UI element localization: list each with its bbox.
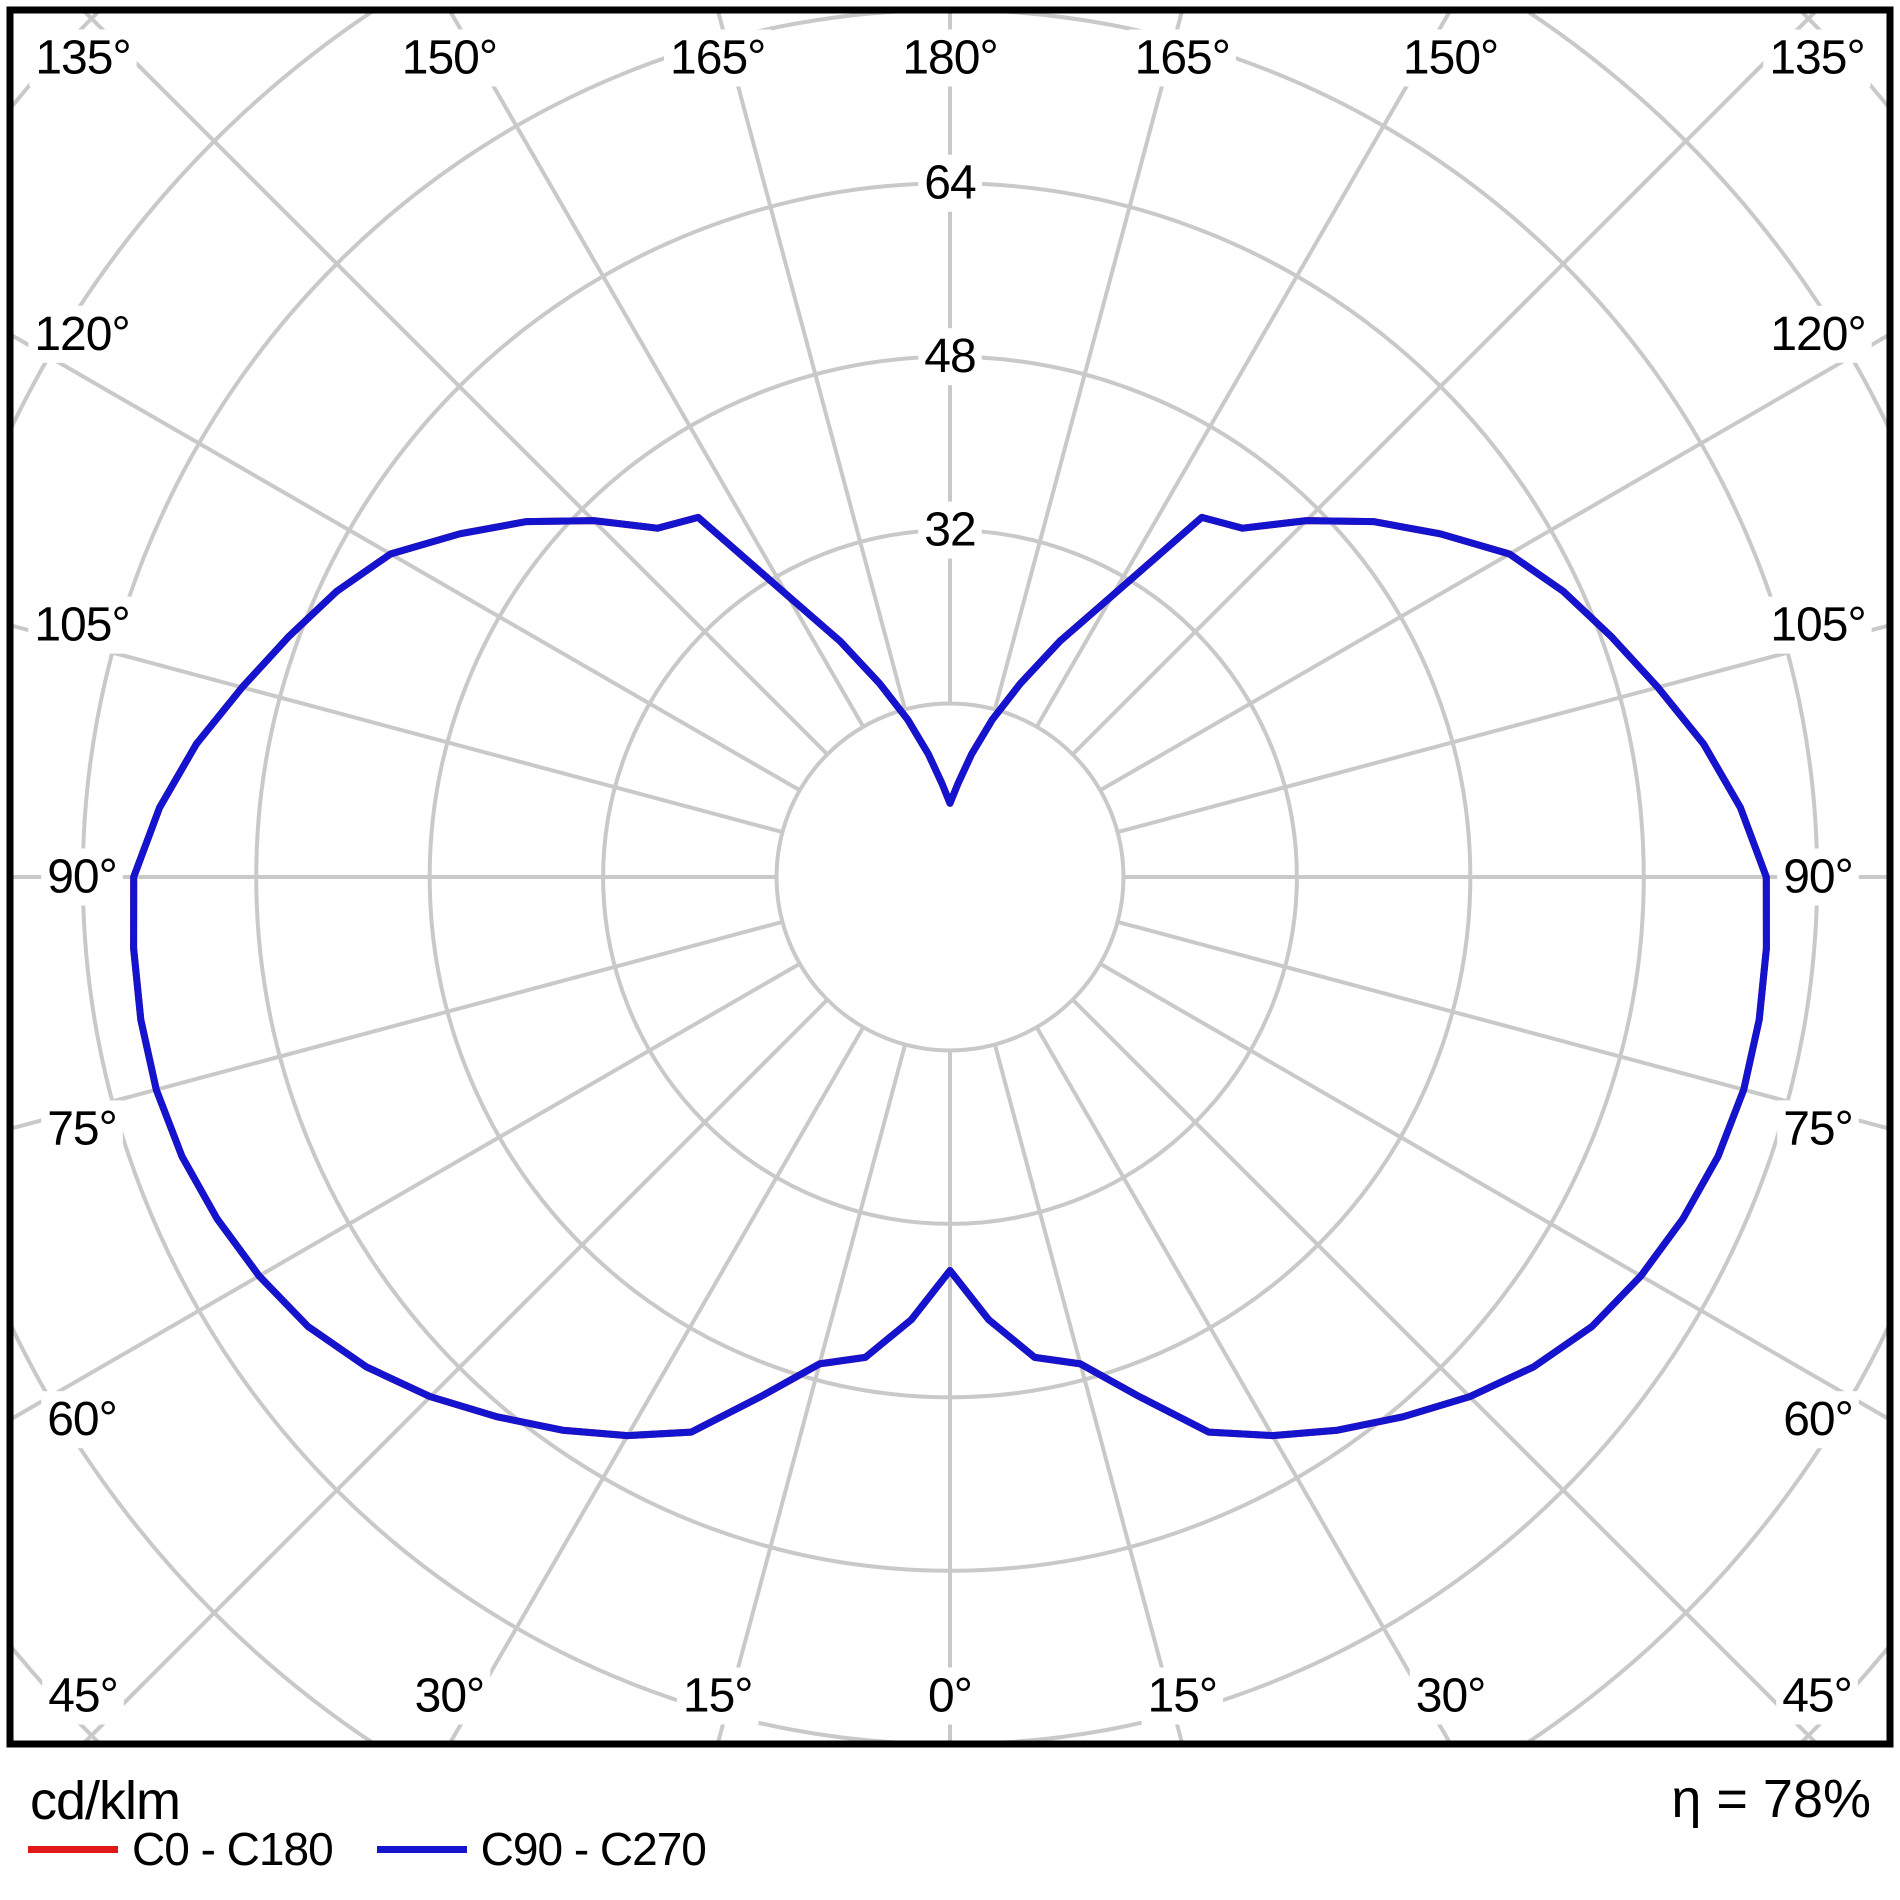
grid-radial-195 (715, 10, 908, 710)
angle-label-right-105-bg (1764, 596, 1872, 654)
radial-label-48-bg (918, 328, 982, 386)
angle-label-left-60: 60° (47, 1393, 117, 1446)
axis-labels: 32 48 64 0° 15° 15° 30° 30° 45° 45° 60° 60° 75° 75° 90… (28, 29, 1872, 1725)
angle-label-left-165-bg (664, 29, 772, 87)
angle-label-right-60: 60° (1783, 1393, 1853, 1446)
grid-radial-150 (1034, 10, 1453, 728)
angle-label-left-75: 75° (47, 1102, 117, 1155)
grid-radial-225 (81, 10, 829, 756)
angle-label-right-0-bg (922, 1667, 978, 1725)
grid-circle-16 (774, 701, 1126, 1053)
grid-radial-300 (10, 961, 801, 1422)
angle-label-left-45: 45° (48, 1670, 118, 1723)
grid-radial-75 (1117, 919, 1890, 1131)
grid-radial-315 (81, 998, 829, 1744)
angle-label-left-90: 90° (47, 851, 117, 904)
angle-label-left-105: 105° (34, 599, 129, 652)
angle-label-right-30: 30° (1416, 1670, 1486, 1723)
angle-label-right-165: 165° (1135, 32, 1230, 85)
angle-label-left-60-bg (41, 1391, 123, 1449)
grid-radial-255 (10, 623, 783, 835)
grid-radial-45 (1071, 998, 1819, 1744)
grid-radial-210 (447, 10, 866, 728)
grid-radial-345 (715, 1044, 908, 1744)
angle-label-right-150-bg (1396, 29, 1505, 87)
angle-label-right-30-bg (1409, 1667, 1492, 1725)
radial-label-32-bg (918, 501, 982, 559)
angle-label-left-120: 120° (34, 308, 129, 361)
grid-radial-330 (447, 1026, 866, 1744)
angle-label-right-15-bg (1141, 1667, 1224, 1725)
radial-label-64-bg (918, 154, 982, 212)
radial-label-32: 32 (924, 504, 975, 557)
angle-label-right-120: 120° (1770, 308, 1865, 361)
angle-label-right-150: 150° (1403, 32, 1498, 85)
chart-frame (6, 6, 1894, 1748)
angle-label-right-45: 45° (1782, 1670, 1852, 1723)
angle-label-left-165: 165° (670, 32, 765, 85)
angle-label-left-30: 30° (415, 1670, 485, 1723)
angle-label-left-150-bg (395, 29, 504, 87)
angle-label-right-75-bg (1777, 1100, 1859, 1158)
angle-label-right-45-bg (1776, 1667, 1858, 1725)
grid-radial-15 (992, 1044, 1185, 1744)
angle-label-right-15: 15° (1148, 1670, 1218, 1723)
angle-label-left-45-bg (42, 1667, 124, 1725)
grid-radial-120 (1099, 332, 1890, 793)
angle-label-right-0: 0° (928, 1670, 972, 1723)
grid-radial-165 (992, 10, 1185, 710)
angle-label-left-30-bg (408, 1667, 491, 1725)
angle-label-right-120-bg (1764, 305, 1872, 363)
angle-label-left-135-bg (29, 29, 137, 87)
grid-radial-240 (10, 332, 801, 793)
legend-label-c90-c270: C90 - C270 (480, 1823, 707, 1875)
angle-label-right-180-bg (896, 29, 1004, 87)
angle-label-left-150: 150° (402, 32, 497, 85)
angle-label-left-15: 15° (683, 1670, 753, 1723)
grid-radial-60 (1099, 961, 1890, 1422)
grid-radial-30 (1034, 1026, 1453, 1744)
legend-label-c0-c180: C0 - C180 (132, 1823, 334, 1875)
angle-label-right-135-bg (1763, 29, 1871, 87)
angle-label-right-165-bg (1128, 29, 1236, 87)
angle-label-right-135: 135° (1769, 32, 1864, 85)
grid-radial-285 (10, 919, 783, 1131)
distribution-curves (130, 513, 1770, 1440)
angle-label-left-75-bg (41, 1100, 123, 1158)
angle-label-left-120-bg (28, 305, 136, 363)
angle-label-right-90: 90° (1783, 851, 1853, 904)
angle-label-right-90-bg (1777, 848, 1859, 906)
efficiency-label: η = 78% (1671, 1769, 1871, 1829)
angle-label-left-90-bg (41, 848, 123, 906)
curve-c90-c270 (130, 513, 1770, 1440)
unit-label: cd/klm (30, 1771, 181, 1831)
radial-label-48: 48 (924, 330, 975, 383)
legend-swatch-c0-c180 (28, 1845, 118, 1853)
angle-label-right-60-bg (1777, 1391, 1859, 1449)
angle-label-right-75: 75° (1783, 1102, 1853, 1155)
legend: C0 - C180 C90 - C270 (28, 1823, 707, 1875)
angle-label-left-15-bg (676, 1667, 759, 1725)
grid-radial-105 (1117, 623, 1890, 835)
angle-label-right-180: 180° (902, 32, 997, 85)
legend-swatch-c90-c270 (376, 1845, 467, 1853)
angle-label-left-105-bg (28, 596, 136, 654)
angle-label-right-105: 105° (1770, 599, 1865, 652)
grid-radial-135 (1071, 10, 1819, 756)
angle-label-left-135: 135° (35, 32, 130, 85)
radial-label-64: 64 (924, 157, 976, 210)
